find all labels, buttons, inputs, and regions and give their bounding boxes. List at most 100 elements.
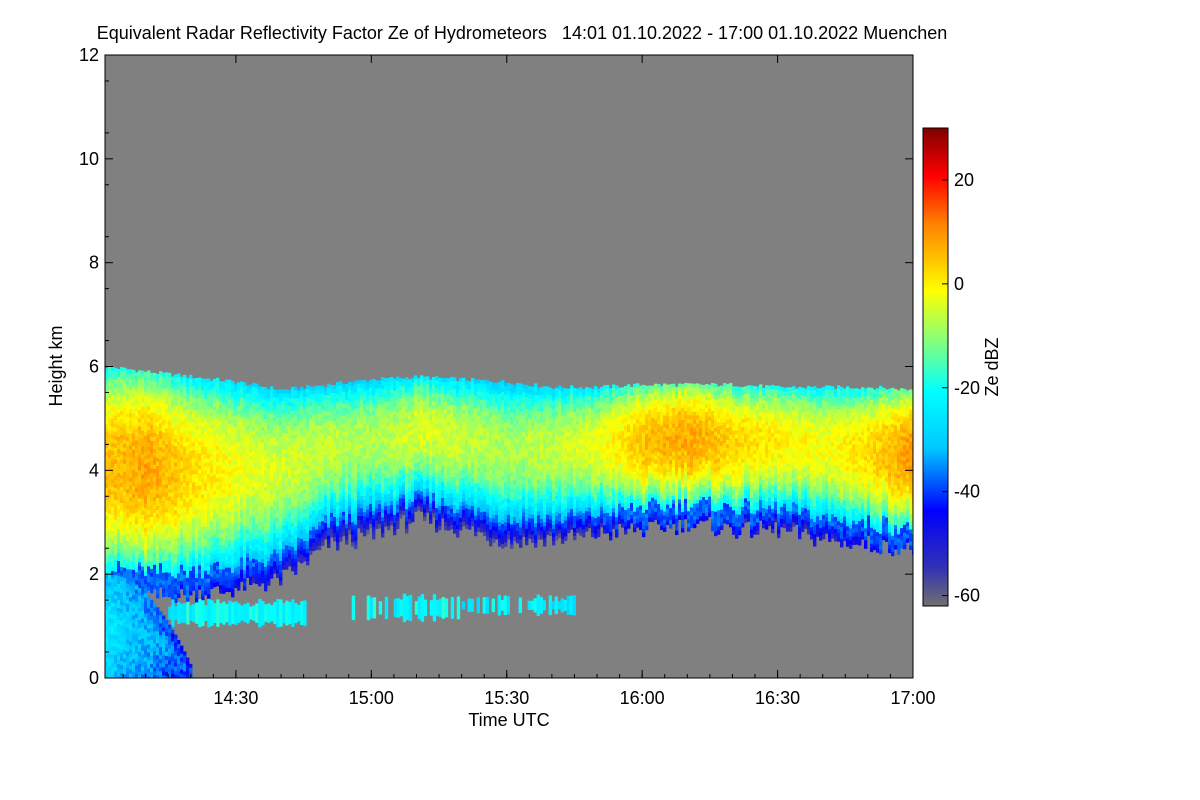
cell <box>120 527 124 532</box>
cell <box>384 474 388 479</box>
cell <box>141 506 145 512</box>
cell <box>360 388 364 393</box>
cell <box>291 466 295 472</box>
cell <box>339 521 343 526</box>
cell <box>162 588 166 594</box>
cell <box>144 491 148 497</box>
cell <box>228 547 232 553</box>
cell <box>345 432 349 437</box>
cell <box>396 428 400 434</box>
cell <box>306 536 310 542</box>
cell <box>186 561 190 567</box>
cell <box>204 390 208 396</box>
cell <box>405 441 409 446</box>
cell <box>195 482 199 487</box>
cell <box>111 490 115 496</box>
cell <box>207 378 211 383</box>
cell <box>117 428 121 434</box>
cell <box>213 406 217 412</box>
cell <box>123 491 127 497</box>
cell <box>294 566 298 571</box>
cell <box>159 399 163 404</box>
cell <box>243 438 247 443</box>
cell <box>204 558 208 564</box>
cell <box>225 451 229 457</box>
cell <box>114 527 118 533</box>
cell <box>156 453 160 459</box>
cell <box>156 541 160 547</box>
cell <box>237 410 241 415</box>
cell <box>321 517 325 522</box>
cell <box>258 529 262 535</box>
cell <box>186 493 190 499</box>
cell <box>174 406 178 411</box>
cell <box>333 460 337 466</box>
cell <box>372 503 376 508</box>
cell <box>114 559 118 565</box>
cell <box>165 536 169 541</box>
cell <box>108 397 112 403</box>
cell <box>231 392 235 398</box>
cell <box>213 394 217 400</box>
cell <box>219 433 223 438</box>
cell <box>264 514 268 520</box>
cell <box>324 466 328 472</box>
cell <box>375 476 379 482</box>
cell <box>159 415 163 420</box>
cell <box>249 552 253 558</box>
cell <box>303 437 307 442</box>
cell <box>210 444 214 450</box>
cell <box>396 452 400 458</box>
cell <box>177 421 181 426</box>
cell <box>270 438 274 443</box>
cell <box>153 576 157 582</box>
cell <box>216 413 220 419</box>
cell <box>138 406 142 411</box>
cell <box>384 418 388 423</box>
cell <box>258 401 262 407</box>
cell <box>168 444 172 450</box>
cell <box>417 454 421 459</box>
cell <box>417 422 421 427</box>
cell <box>318 497 322 503</box>
cell <box>138 498 142 503</box>
cell <box>222 585 226 590</box>
cell <box>117 436 121 442</box>
cell <box>330 396 334 402</box>
cell <box>336 534 340 539</box>
cell <box>357 504 361 509</box>
cell <box>192 562 196 567</box>
cell <box>351 382 355 387</box>
cell <box>339 505 343 510</box>
cell <box>330 524 334 530</box>
cell <box>258 385 262 391</box>
cell <box>153 532 157 538</box>
cell <box>210 496 214 502</box>
cell <box>126 469 130 474</box>
cell <box>111 478 115 484</box>
cell <box>108 433 112 439</box>
cell <box>384 458 388 463</box>
cell <box>216 461 220 467</box>
cell <box>159 463 163 468</box>
cell <box>210 400 214 406</box>
cell <box>117 500 121 506</box>
cell <box>372 455 376 460</box>
cell <box>348 434 352 439</box>
cell <box>114 411 118 417</box>
cell <box>162 428 166 434</box>
cell <box>276 513 280 519</box>
cell <box>360 504 364 509</box>
cell <box>213 378 217 384</box>
cell <box>114 543 118 549</box>
cell <box>408 419 412 424</box>
cell <box>282 461 286 466</box>
cell <box>231 472 235 478</box>
cell <box>198 377 202 382</box>
cell <box>141 462 145 468</box>
cell <box>141 390 145 396</box>
cell <box>333 416 337 422</box>
cell <box>252 466 256 472</box>
cell <box>168 428 172 434</box>
cell <box>387 489 391 495</box>
